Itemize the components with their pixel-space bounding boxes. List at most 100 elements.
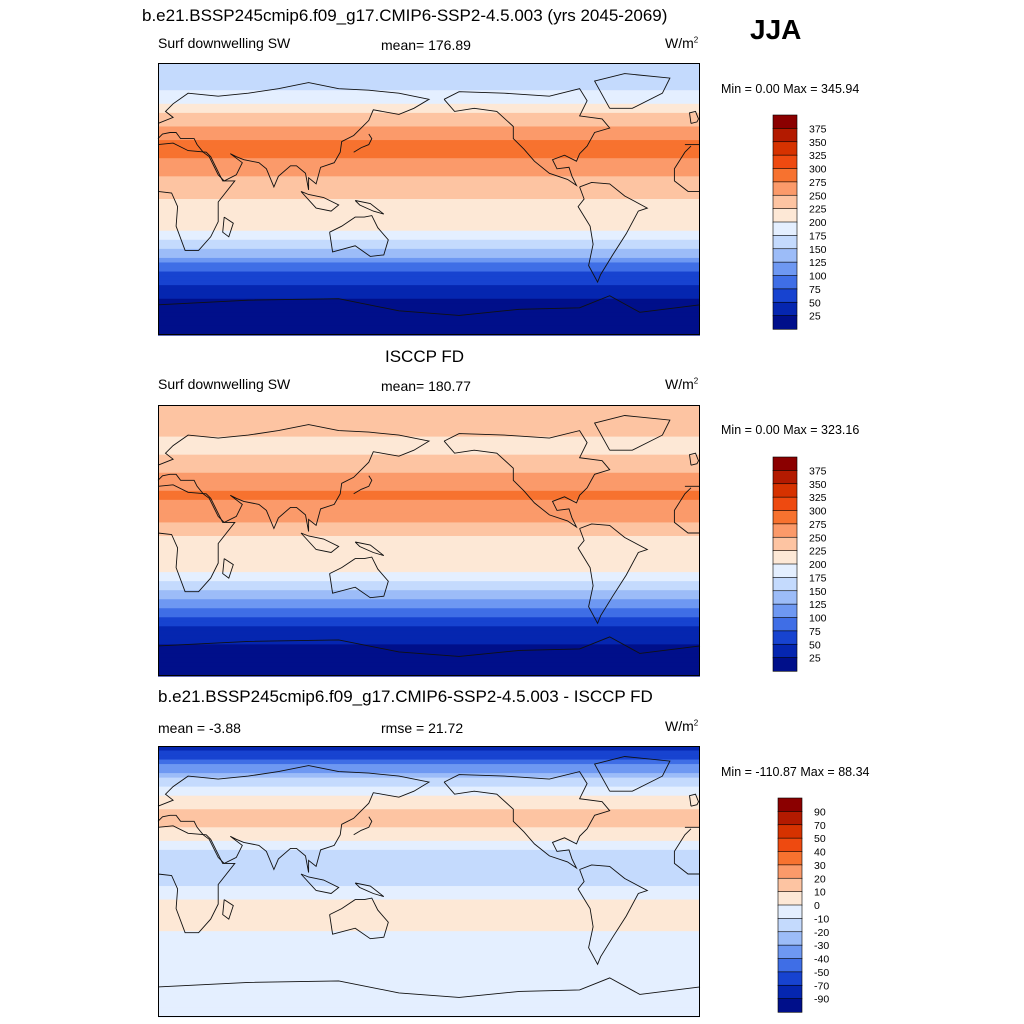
heat-band-5 <box>158 768 700 774</box>
heat-band-38 <box>158 235 700 241</box>
heat-band-48 <box>158 621 700 627</box>
coastline-8 <box>157 295 701 316</box>
colorbar-box-12 <box>772 617 798 632</box>
colorbar-box-13 <box>772 630 798 645</box>
heat-band-17 <box>158 481 700 487</box>
colorbar-box-10 <box>777 931 803 946</box>
heat-band-18 <box>158 144 700 150</box>
heat-band-11 <box>158 454 700 460</box>
heat-band-27 <box>158 867 700 874</box>
heat-band-21 <box>158 840 700 846</box>
colorbar-box-14 <box>777 984 803 1000</box>
heat-band-54 <box>158 989 700 996</box>
coastlines <box>157 756 701 998</box>
heat-band-26 <box>158 863 700 869</box>
heat-band-46 <box>158 271 700 277</box>
heat-band-28 <box>158 531 700 537</box>
colorbar-box-1 <box>772 470 798 485</box>
heat-band-25 <box>158 176 700 182</box>
panel-1-units: W/m2 <box>665 35 699 51</box>
colorbar-box-11 <box>772 603 798 619</box>
heat-band-45 <box>158 608 700 614</box>
colorbar-box-4 <box>772 168 798 183</box>
heat-band-33 <box>158 212 700 218</box>
colorbar-box-6 <box>772 194 798 210</box>
colorbar-label-4: 275 <box>809 519 827 531</box>
panel-3-units: W/m2 <box>665 718 699 734</box>
panel-3-mean: mean = -3.88 <box>158 720 241 736</box>
coastline-3 <box>673 145 700 192</box>
heat-band-48 <box>158 280 700 286</box>
colorbar-label-0: 375 <box>809 123 827 135</box>
heat-band-19 <box>158 831 700 837</box>
heat-band-59 <box>158 1012 700 1018</box>
colorbar-box-7 <box>772 550 798 565</box>
colorbar-box-5 <box>777 864 803 879</box>
panel-1-variable: Surf downwelling SW <box>158 35 291 51</box>
colorbar-label-14: 25 <box>809 653 821 665</box>
heat-band-22 <box>158 504 700 510</box>
heat-band-12 <box>158 117 700 123</box>
heat-band-43 <box>158 599 700 605</box>
heat-band-17 <box>158 140 700 146</box>
heat-band-31 <box>158 886 700 892</box>
heat-band-53 <box>158 644 700 650</box>
colorbar-label-9: 150 <box>809 244 827 256</box>
heat-band-4 <box>158 423 700 429</box>
heat-band-27 <box>158 185 700 191</box>
heat-band-47 <box>158 958 700 964</box>
coastline-8 <box>157 636 701 657</box>
heat-band-15 <box>158 131 700 137</box>
heat-band-39 <box>158 922 700 928</box>
coastline-7 <box>577 181 649 284</box>
coastline-4 <box>329 215 389 257</box>
heat-band-28 <box>158 872 700 878</box>
colorbar-label-2: 50 <box>814 833 826 845</box>
panel-3-minmax: Min = -110.87 Max = 88.34 <box>721 765 870 779</box>
heat-band-37 <box>158 572 700 578</box>
coastline-1 <box>157 825 236 934</box>
map-frame <box>158 405 700 676</box>
heat-band-15 <box>158 472 700 478</box>
coastline-12 <box>354 200 385 215</box>
colorbar-label-8: 175 <box>809 230 827 242</box>
heat-band-8 <box>158 441 700 447</box>
heat-band-27 <box>158 526 700 533</box>
heat-band-22 <box>158 162 700 168</box>
heat-band-35 <box>158 221 700 227</box>
heat-band-36 <box>158 908 700 914</box>
heat-band-57 <box>158 662 700 668</box>
colorbar-label-11: 100 <box>809 613 827 625</box>
coastline-12 <box>354 541 385 557</box>
heat-band-40 <box>158 585 700 591</box>
colorbar-box-12 <box>772 275 798 290</box>
heat-band-7 <box>158 436 700 442</box>
heat-band-32 <box>158 208 700 214</box>
heat-band-59 <box>158 671 700 677</box>
heat-band-48 <box>158 962 700 968</box>
heat-band-46 <box>158 953 700 959</box>
heat-band-34 <box>158 558 700 564</box>
heat-band-50 <box>158 971 700 977</box>
heat-band-44 <box>158 603 700 609</box>
heat-band-19 <box>158 490 700 496</box>
heat-band-33 <box>158 554 700 560</box>
heat-band-20 <box>158 495 700 501</box>
colorbar-label-0: 90 <box>814 806 826 818</box>
coastline-13 <box>222 899 234 920</box>
colorbar-label-6: 225 <box>809 204 827 216</box>
colorbar-box-14 <box>772 643 798 659</box>
heat-band-47 <box>158 276 700 282</box>
heat-band-38 <box>158 576 700 582</box>
coastline-7 <box>577 864 649 966</box>
heat-band-9 <box>158 445 700 451</box>
colorbar-label-14: 25 <box>809 311 821 323</box>
heat-band-25 <box>158 517 700 524</box>
heat-band-10 <box>158 108 700 114</box>
heat-band-42 <box>158 594 700 600</box>
heat-band-6 <box>158 432 700 438</box>
coastline-10 <box>688 110 699 124</box>
heat-band-41 <box>158 248 700 254</box>
heat-band-21 <box>158 499 700 505</box>
heat-band-13 <box>158 804 700 810</box>
